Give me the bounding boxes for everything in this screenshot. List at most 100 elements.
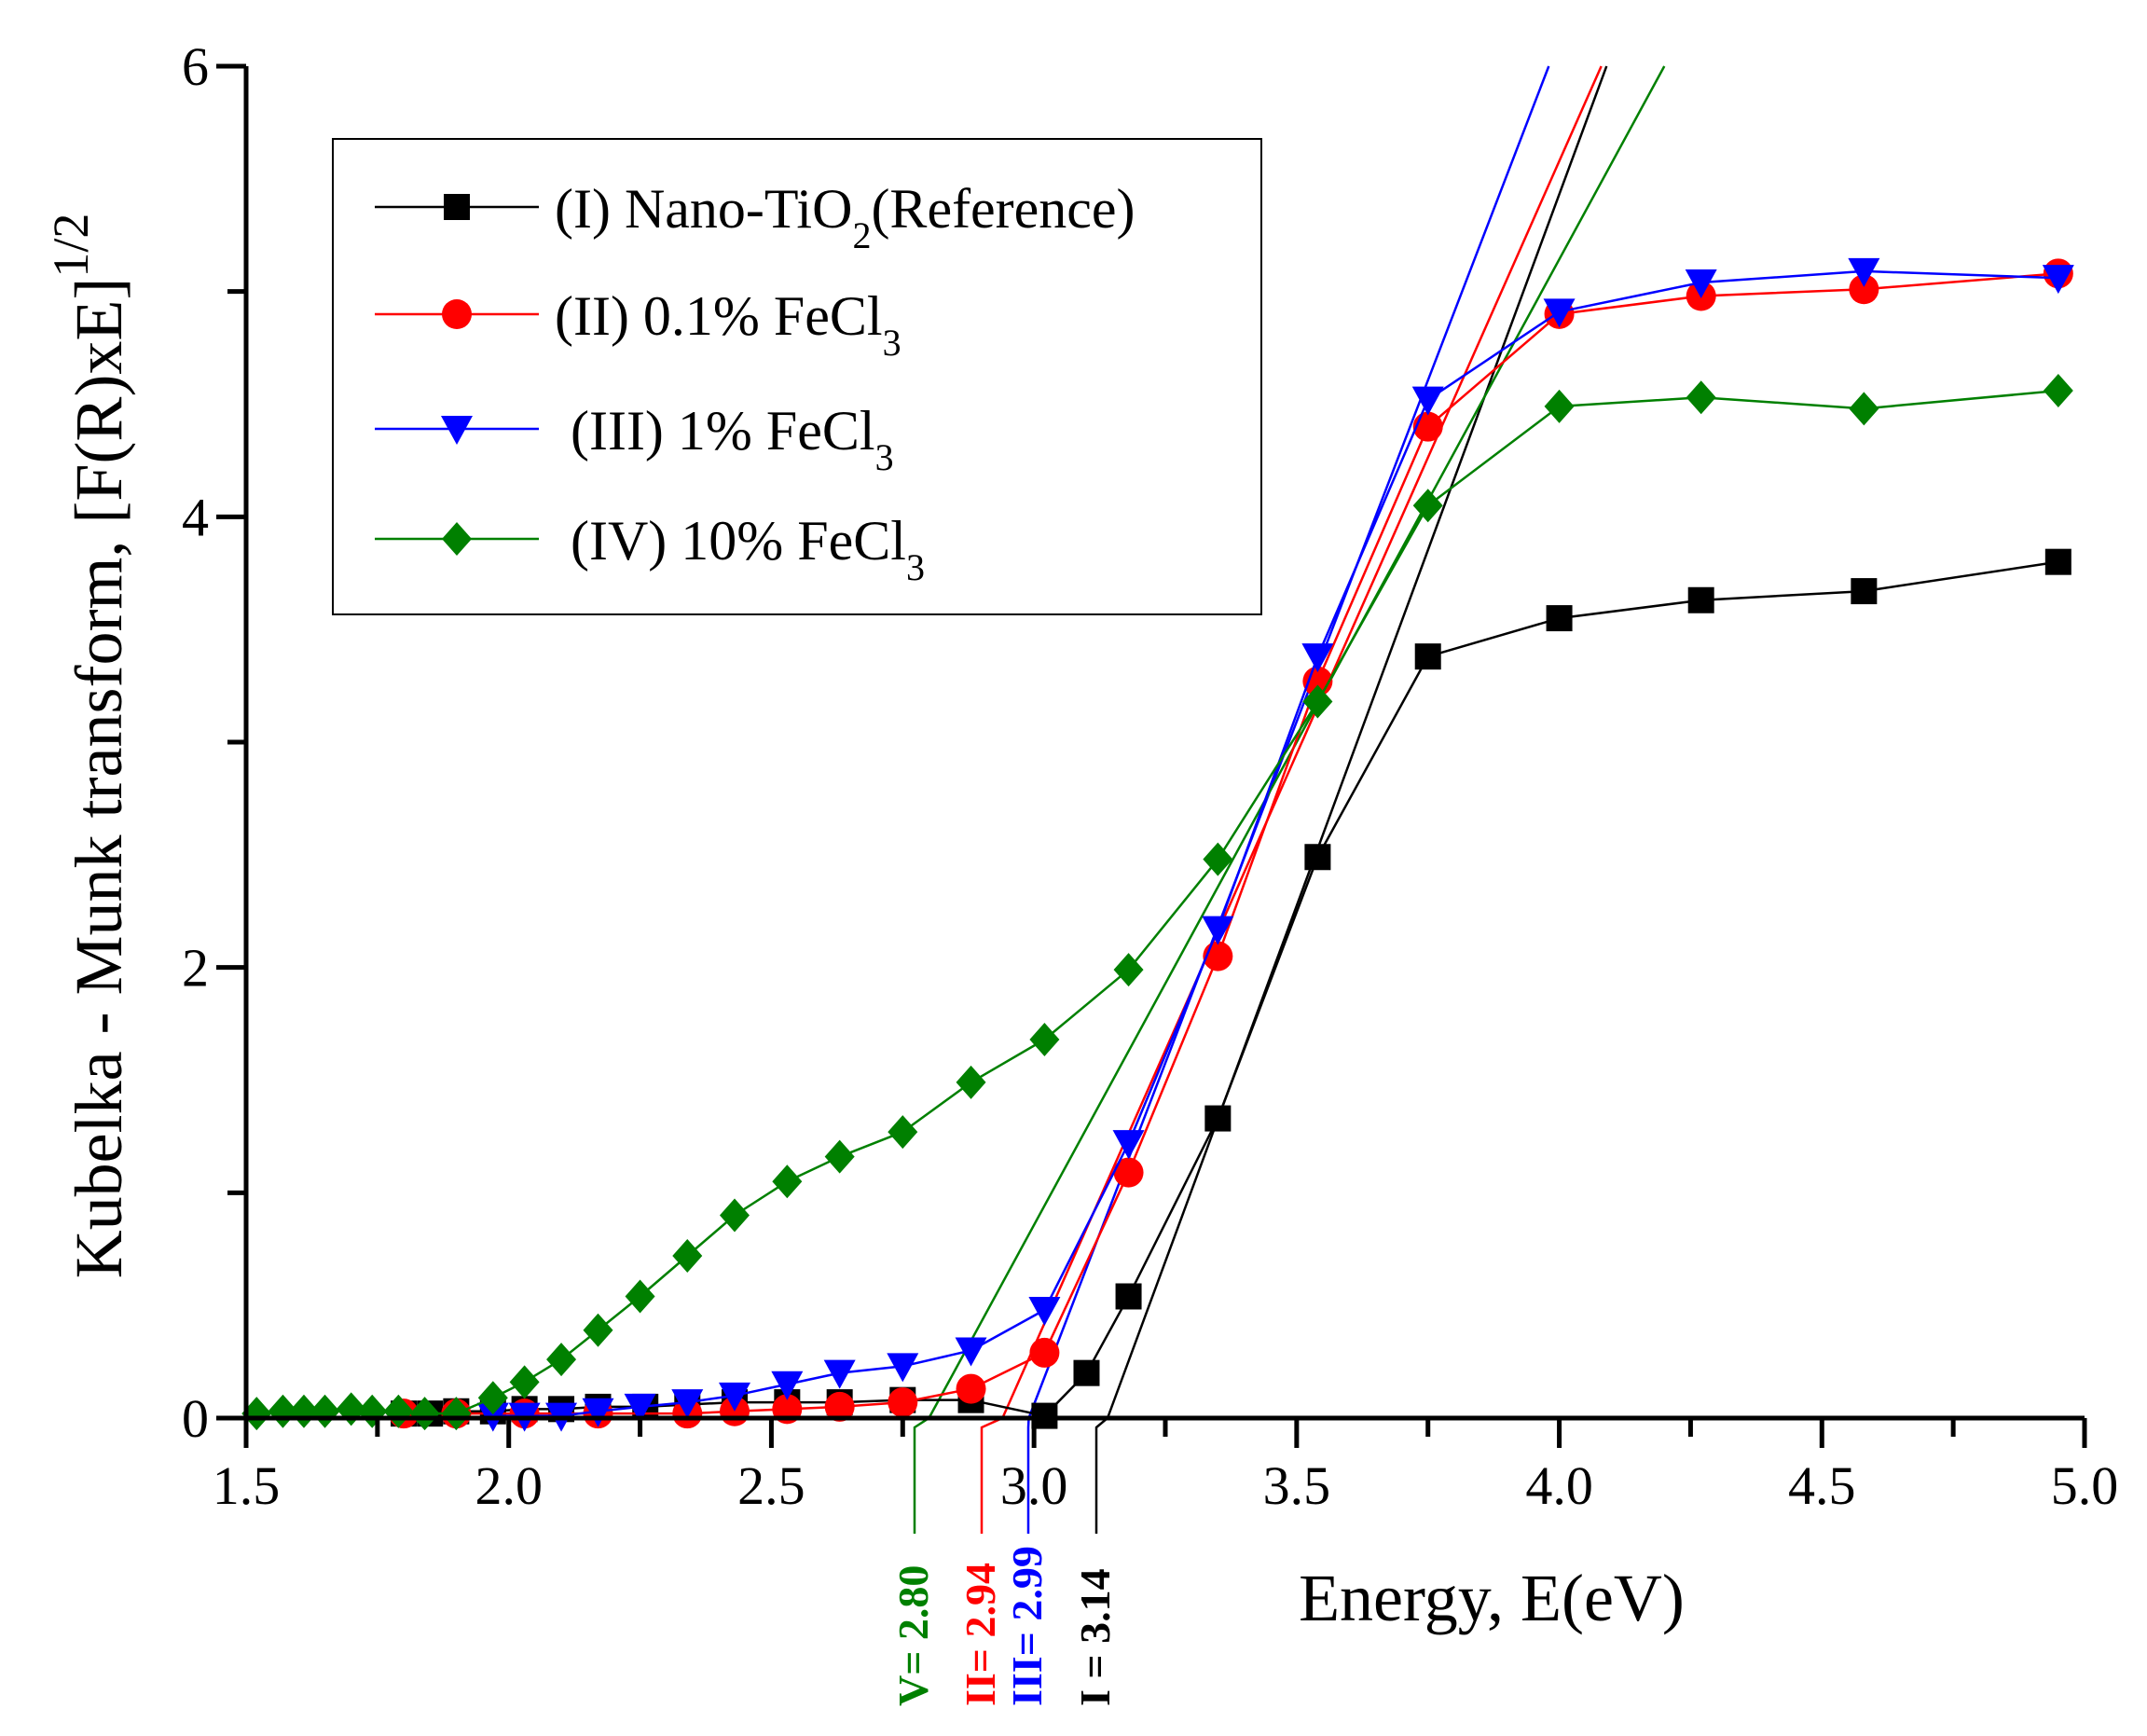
data-point — [1202, 916, 1234, 945]
legend-label: (III) 1% FeCl3 — [571, 400, 894, 478]
data-point — [887, 1353, 919, 1383]
y-tick-label: 0 — [182, 1388, 209, 1449]
series-group — [241, 257, 2074, 1432]
data-point — [955, 1337, 987, 1367]
x-tick-label: 3.5 — [1263, 1455, 1331, 1516]
data-point — [583, 1313, 613, 1347]
data-point — [1028, 1297, 1061, 1326]
data-point — [624, 1393, 656, 1423]
data-point — [1687, 586, 1714, 613]
bandgap-label: III= 2.99 — [1003, 1546, 1051, 1706]
data-point — [1029, 1337, 1060, 1368]
data-point — [1849, 392, 1879, 426]
bandgap-label: II= 2.94 — [957, 1563, 1004, 1706]
x-tick-label: 2.0 — [475, 1455, 543, 1516]
data-point — [1302, 684, 1333, 719]
legend-label-main: (II) 0.1% FeCl — [555, 285, 883, 347]
legend-item-4: (IV) 10% FeCl3 — [375, 510, 925, 588]
legend-label-subscript: 3 — [883, 322, 901, 364]
data-point — [719, 1198, 750, 1233]
legend-item-1: (I) Nano-TiO2(Reference) — [375, 178, 1135, 256]
drop-line — [913, 1416, 930, 1534]
y-axis-label-superscript: 1/2 — [43, 214, 99, 278]
data-point — [1073, 1359, 1100, 1386]
data-point — [509, 1365, 540, 1399]
x-tick-label: 2.5 — [737, 1455, 805, 1516]
data-point — [771, 1371, 804, 1400]
data-point — [1204, 1105, 1232, 1132]
data-point — [1546, 605, 1573, 632]
legend-label: (II) 0.1% FeCl3 — [555, 285, 901, 364]
data-point — [1412, 489, 1443, 523]
data-point — [1849, 274, 1879, 305]
data-point — [1115, 1283, 1142, 1310]
data-point — [824, 1139, 855, 1174]
data-point — [2043, 374, 2073, 407]
data-point — [1848, 257, 1880, 287]
drop-line — [1026, 1417, 1030, 1534]
legend-marker — [441, 416, 473, 445]
data-point — [1304, 844, 1331, 871]
series-4 — [241, 374, 2073, 1431]
x-axis-label: Energy, E(eV) — [1299, 1561, 1685, 1635]
data-point — [824, 1391, 855, 1422]
data-point — [1029, 1023, 1060, 1056]
data-point — [582, 1398, 614, 1427]
legend-marker — [442, 299, 472, 329]
legend-label-subscript: 2 — [852, 214, 871, 256]
x-tick-label: 1.5 — [213, 1455, 281, 1516]
tangent-line — [1106, 65, 1608, 1419]
y-axis-label: Kubelka - Munk transform, [F(R)xE]1/2 — [43, 214, 136, 1279]
data-point — [1414, 643, 1441, 670]
data-point — [1112, 1130, 1145, 1160]
data-point — [888, 1115, 918, 1150]
data-point — [772, 1164, 803, 1199]
y-tick-label: 2 — [182, 938, 209, 999]
data-point — [1301, 643, 1334, 673]
data-point — [625, 1279, 655, 1314]
data-point — [477, 1381, 508, 1415]
data-point — [546, 1343, 577, 1377]
data-point — [1686, 380, 1716, 415]
legend-label-main: (IV) 10% FeCl — [571, 510, 906, 572]
data-point — [1543, 298, 1576, 328]
legend-item-3: (III) 1% FeCl3 — [375, 400, 894, 478]
legend-label-suffix: (Reference) — [871, 178, 1135, 240]
data-point — [823, 1359, 856, 1389]
data-point — [441, 1397, 472, 1431]
legend-label-main: (III) 1% FeCl — [571, 400, 875, 462]
x-tick-label: 4.0 — [1525, 1455, 1593, 1516]
x-tick-label: 4.5 — [1788, 1455, 1856, 1516]
data-point — [357, 1394, 388, 1428]
legend-marker — [444, 194, 470, 220]
data-point — [310, 1394, 340, 1428]
drop-line — [1094, 1417, 1108, 1534]
legend-label: (I) Nano-TiO2(Reference) — [555, 178, 1135, 256]
data-point — [409, 1397, 440, 1431]
y-tick-label: 4 — [182, 487, 209, 547]
bandgap-label: V= 2.80 — [889, 1565, 937, 1706]
legend-label-subscript: 3 — [906, 546, 925, 588]
series-3 — [476, 257, 2074, 1432]
data-point — [1113, 1157, 1144, 1188]
legend-label-main: (I) Nano-TiO — [555, 178, 852, 240]
legend-item-2: (II) 0.1% FeCl3 — [375, 285, 901, 364]
y-tick-label: 6 — [182, 36, 209, 97]
tangent-line — [1027, 65, 1550, 1419]
data-point — [1685, 269, 1717, 298]
data-point — [888, 1387, 918, 1418]
x-tick-label: 3.0 — [1000, 1455, 1068, 1516]
data-point — [956, 1373, 986, 1404]
data-point — [1203, 842, 1233, 876]
data-point — [671, 1389, 704, 1419]
legend: (I) Nano-TiO2(Reference)(II) 0.1% FeCl3(… — [332, 138, 1262, 615]
data-point — [718, 1382, 750, 1412]
data-point — [1113, 953, 1144, 987]
data-point — [956, 1065, 986, 1099]
axes: 1.5 2.0 2.5 3.0 3.5 4.0 4.5 5.0 0 2 4 6 — [182, 36, 2118, 1516]
data-point — [672, 1239, 703, 1273]
legend-label: (IV) 10% FeCl3 — [571, 510, 925, 588]
legend-marker — [442, 522, 472, 556]
y-axis-label-main: Kubelka - Munk transform, [F(R)xE] — [62, 278, 136, 1279]
